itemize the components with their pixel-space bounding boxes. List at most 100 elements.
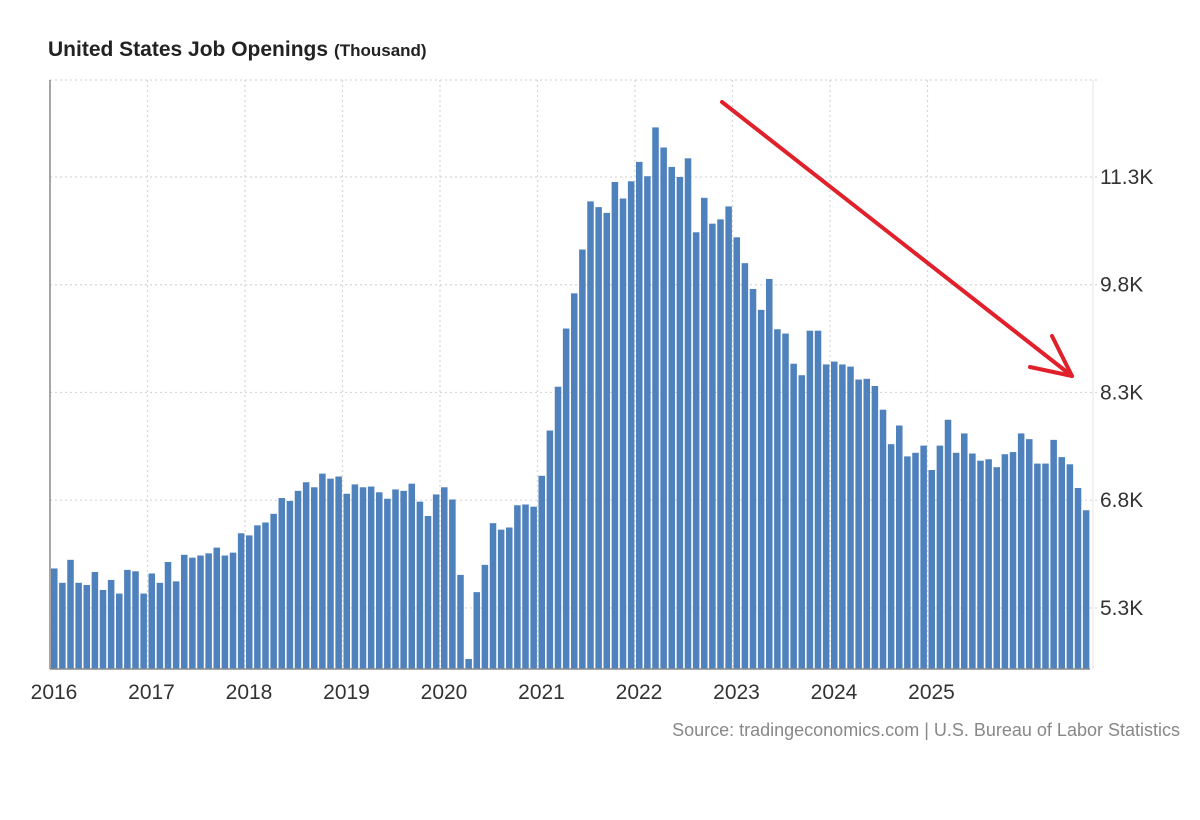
bar	[855, 379, 862, 669]
bar	[936, 445, 944, 669]
bar	[246, 535, 253, 669]
bar	[766, 278, 773, 669]
bar	[757, 309, 765, 669]
bar	[701, 197, 708, 670]
bar	[140, 593, 147, 669]
bar	[213, 547, 221, 669]
arrow-shaft	[720, 100, 1074, 378]
bar	[579, 249, 586, 669]
bar	[814, 330, 822, 669]
bar	[1017, 433, 1025, 669]
bar	[59, 582, 66, 669]
bar	[522, 504, 529, 669]
bar	[839, 364, 846, 669]
bar	[644, 176, 651, 669]
bar	[538, 475, 546, 669]
bar	[148, 573, 156, 669]
bar	[197, 555, 204, 669]
bar	[506, 527, 513, 669]
bar	[587, 201, 594, 669]
bar	[790, 363, 797, 669]
bar	[156, 582, 164, 669]
bar	[1082, 510, 1090, 669]
bar	[181, 554, 188, 669]
y-tick-label: 11.3K	[1100, 166, 1153, 189]
bar	[116, 593, 123, 669]
x-tick-label: 2022	[616, 681, 663, 704]
bar	[847, 366, 854, 669]
bar	[725, 206, 732, 670]
y-tick-label: 9.8K	[1100, 274, 1143, 297]
bar	[595, 207, 602, 669]
bar	[221, 555, 229, 669]
bar	[863, 378, 871, 669]
bar	[67, 559, 74, 669]
bar	[497, 529, 505, 669]
bar	[619, 198, 627, 669]
bar	[1066, 464, 1074, 669]
x-tick-label: 2020	[421, 681, 468, 704]
bar	[124, 569, 131, 669]
bar	[1050, 439, 1057, 669]
bar	[432, 494, 440, 669]
bar	[83, 584, 91, 669]
bar	[985, 459, 992, 669]
bar	[969, 453, 976, 669]
bar	[99, 589, 107, 669]
bar	[782, 333, 789, 669]
bar	[91, 572, 99, 669]
bar	[311, 487, 318, 669]
x-tick-label: 2021	[518, 681, 565, 704]
bar	[286, 500, 294, 669]
trend-arrow	[720, 100, 1074, 378]
bar	[879, 409, 887, 669]
bar	[611, 181, 619, 669]
bar	[335, 476, 342, 669]
bar	[749, 289, 757, 669]
bar	[952, 452, 960, 669]
bar	[1042, 463, 1049, 669]
bar	[546, 430, 554, 669]
bar	[603, 212, 611, 669]
bar	[920, 445, 927, 669]
bar	[416, 501, 424, 669]
bar	[481, 564, 489, 669]
bar	[359, 487, 367, 669]
bar	[367, 486, 375, 669]
bar	[132, 571, 139, 669]
x-tick-label: 2023	[713, 681, 760, 704]
bar	[384, 498, 391, 669]
bar	[904, 456, 911, 669]
x-tick-label: 2016	[31, 681, 78, 704]
bar	[278, 498, 286, 669]
bar	[172, 581, 180, 669]
x-tick-label: 2024	[811, 681, 858, 704]
bar	[262, 522, 269, 669]
bar	[254, 525, 261, 669]
chart-unit-label: (Thousand)	[334, 41, 427, 60]
bar	[1074, 487, 1082, 669]
chart-title-text: United States Job Openings	[48, 38, 329, 61]
bar	[270, 513, 277, 669]
bar	[961, 433, 968, 669]
bar	[51, 568, 58, 669]
bar	[660, 147, 667, 669]
bar	[912, 452, 919, 669]
bar	[205, 553, 212, 669]
bar	[668, 166, 676, 669]
bar	[831, 361, 838, 669]
bar	[676, 176, 684, 669]
bar	[1058, 457, 1066, 669]
bar	[944, 419, 952, 669]
bar	[107, 579, 115, 669]
bar	[514, 505, 521, 669]
x-tick-label: 2018	[226, 681, 273, 704]
bar	[627, 181, 635, 669]
bar	[465, 658, 472, 669]
bar	[400, 490, 407, 669]
bar	[189, 557, 196, 669]
bar	[733, 237, 741, 669]
bar	[449, 499, 456, 669]
bar	[1009, 452, 1017, 669]
bar-series	[51, 127, 1090, 670]
